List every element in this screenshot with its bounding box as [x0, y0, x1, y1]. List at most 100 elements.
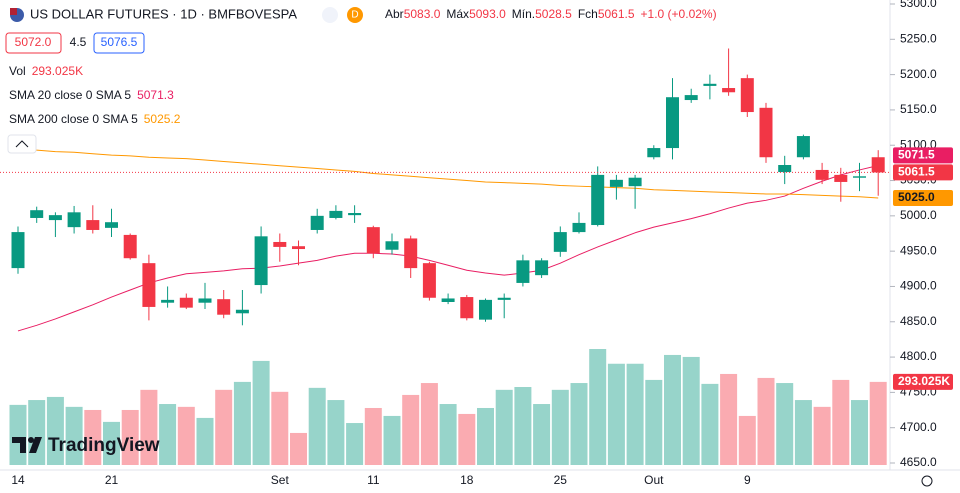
y-tick-label: 5200.0 — [900, 67, 937, 81]
volume-bar — [645, 379, 663, 465]
sma200-value: 5025.2 — [144, 112, 181, 126]
high: 5093.0 — [469, 7, 506, 21]
volume-bar — [664, 354, 681, 465]
low-label: Mín. — [512, 7, 535, 21]
candle-body — [834, 174, 848, 182]
candle-body — [778, 165, 792, 173]
indicator-line — [17, 148, 879, 199]
logo-shape — [29, 437, 42, 453]
candle-body — [759, 107, 773, 158]
volume-bar — [46, 396, 64, 465]
candle-body — [198, 298, 212, 303]
x-tick-label: 25 — [554, 473, 568, 487]
y-tick-label: 4850.0 — [900, 314, 937, 328]
open-label: Abr — [385, 7, 404, 21]
y-tick-label: 5300.0 — [900, 0, 937, 10]
volume-bar — [757, 377, 775, 465]
delay-icon — [347, 7, 363, 23]
eye-icon[interactable] — [322, 7, 338, 23]
volume-bar — [533, 404, 551, 465]
candle-body — [142, 263, 156, 307]
volume-bar — [177, 406, 195, 465]
price-label-box — [893, 373, 953, 390]
volume-bar — [196, 417, 214, 465]
volume-bar — [720, 373, 738, 465]
indicator-line — [17, 165, 879, 332]
volume-bar — [65, 406, 83, 465]
volume-bar — [121, 409, 139, 465]
volume-bar — [851, 400, 868, 465]
x-tick-label: Set — [271, 473, 290, 487]
volume-bar — [682, 356, 700, 465]
price-label: 5061.5 — [898, 165, 935, 179]
candle-body — [404, 238, 418, 269]
y-tick-label: 4950.0 — [900, 243, 937, 257]
volume-legend: Vol 293.025K — [9, 64, 83, 78]
volume-bar — [738, 415, 756, 465]
close-label: Fch — [578, 7, 598, 21]
candle-body — [235, 309, 249, 314]
candle-body — [722, 88, 736, 93]
y-tick-label: 5250.0 — [900, 31, 937, 45]
candle-body — [422, 263, 436, 298]
volume-bar — [776, 383, 794, 465]
volume-bar — [813, 406, 831, 465]
buy-price: 5076.5 — [101, 35, 138, 49]
x-tick-label: 11 — [367, 473, 380, 487]
volume-bar — [327, 400, 345, 465]
price-label-box — [893, 147, 953, 164]
x-tick-label: 21 — [105, 473, 119, 487]
candle-body — [329, 210, 343, 218]
high-label: Máx — [446, 7, 469, 21]
price-label-box — [893, 164, 953, 181]
candle-body — [385, 241, 399, 250]
volume-bar — [420, 383, 438, 465]
sma200-legend: SMA 200 close 0 SMA 5 5025.2 — [9, 112, 181, 126]
candle-body — [217, 299, 231, 315]
candle-body — [535, 260, 549, 276]
candle-body — [11, 232, 25, 269]
x-tick-label: 14 — [11, 473, 25, 487]
candle-body — [516, 260, 530, 283]
volume-bar — [140, 389, 158, 465]
volume-bar — [233, 381, 251, 465]
volume-bar — [252, 360, 270, 465]
logo-shape — [12, 437, 26, 453]
buy-box[interactable] — [93, 32, 145, 54]
sma20-name: SMA 20 close 0 SMA 5 — [9, 88, 131, 102]
candle-body — [123, 234, 137, 259]
candle-body — [67, 212, 81, 228]
candle-body — [497, 297, 511, 300]
volume-bar — [271, 391, 289, 465]
symbol-title: US DOLLAR FUTURES · 1D · BMFBOVESPA — [30, 6, 297, 21]
y-tick-label: 4900.0 — [900, 279, 937, 293]
candle-body — [703, 83, 717, 86]
candle-body — [105, 222, 118, 228]
brand-name: TradingView — [48, 435, 160, 456]
volume-bar — [439, 404, 457, 465]
volume-bar — [458, 413, 476, 465]
sell-box[interactable] — [5, 32, 62, 54]
ohlc-legend: Abr5083.0 Máx5093.0 Mín.5028.5 Fch5061.5 +1.… — [385, 7, 717, 21]
volume-bar — [383, 415, 401, 465]
low: 5028.5 — [535, 7, 572, 21]
settings-icon[interactable] — [921, 475, 933, 487]
candle-body — [553, 232, 567, 252]
candle-body — [179, 297, 193, 308]
price-label: 5071.5 — [898, 148, 935, 162]
flag-icon — [10, 8, 17, 15]
volume-bar — [551, 389, 569, 465]
candle-body — [48, 215, 62, 221]
volume-bar — [28, 400, 46, 465]
volume-name: Vol — [9, 64, 26, 78]
candle-body — [591, 174, 605, 226]
volume-bar — [495, 389, 513, 465]
collapse-button[interactable] — [7, 134, 37, 154]
volume-bar — [103, 421, 120, 465]
candle-body — [310, 215, 324, 230]
sma20-legend: SMA 20 close 0 SMA 5 5071.3 — [9, 88, 174, 102]
price-label-box — [893, 190, 953, 207]
volume-bar — [364, 407, 382, 465]
